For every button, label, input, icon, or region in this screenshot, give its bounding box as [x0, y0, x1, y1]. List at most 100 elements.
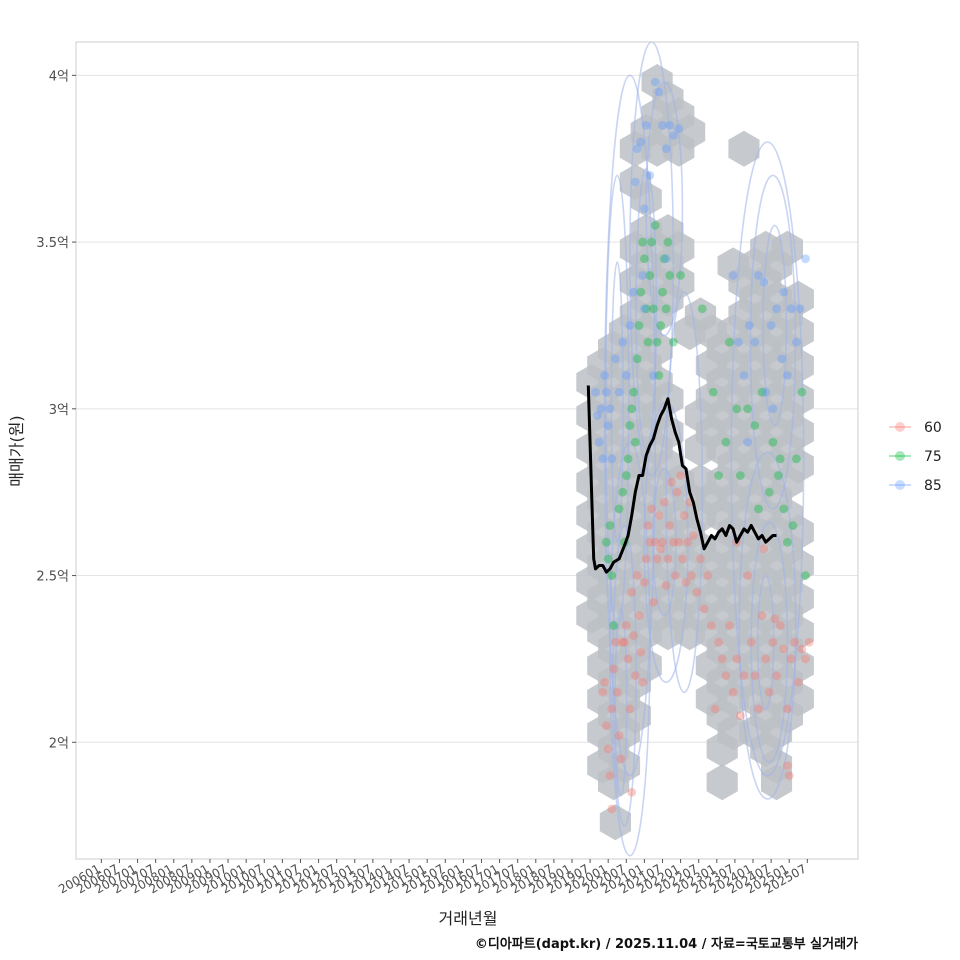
scatter-point-60 — [661, 581, 671, 590]
scatter-point-60 — [629, 631, 638, 640]
scatter-point-60 — [714, 637, 724, 647]
scatter-point-60 — [598, 687, 608, 697]
scatter-point-60 — [636, 647, 646, 657]
scatter-point-85 — [598, 454, 608, 464]
density-contour — [730, 141, 805, 777]
scatter-point-75 — [605, 521, 615, 530]
scatter-point-60 — [609, 664, 619, 674]
density-contour — [610, 261, 624, 544]
x-axis-title: 거래년월 — [439, 909, 498, 928]
scatter-point-75 — [623, 454, 633, 464]
scatter-point-85 — [639, 204, 649, 214]
scatter-point-60 — [668, 537, 678, 547]
scatter-point-75 — [625, 421, 635, 430]
scatter-point-60 — [663, 554, 673, 564]
scatter-point-60 — [658, 537, 667, 547]
scatter-point-85 — [611, 354, 620, 364]
scatter-point-75 — [629, 387, 638, 397]
y-tick-label: 3.5억 — [36, 236, 69, 251]
scatter-point-75 — [750, 421, 760, 430]
scatter-point-60 — [605, 771, 615, 781]
scatter-point-60 — [638, 677, 647, 687]
scatter-point-60 — [750, 671, 760, 680]
legend-key-point-60 — [895, 422, 905, 432]
scatter-point-85 — [665, 120, 675, 130]
scatter-point-60 — [735, 711, 745, 721]
scatter-point-85 — [801, 254, 810, 264]
scatter-point-60 — [801, 654, 810, 664]
scatter-point-75 — [668, 337, 678, 347]
scatter-point-75 — [708, 387, 718, 397]
moving-average-line — [586, 385, 777, 574]
scatter-point-60 — [641, 554, 651, 564]
scatter-point-85 — [630, 177, 640, 187]
density-contour — [651, 468, 677, 617]
scatter-point-75 — [779, 504, 789, 514]
scatter-point-60 — [688, 531, 698, 540]
y-tick-label: 2.5억 — [36, 570, 69, 585]
scatter-point-75 — [632, 354, 642, 364]
scatter-point-60 — [754, 704, 763, 714]
y-axis-title: 매매가(원) — [7, 415, 26, 486]
scatter-point-60 — [768, 637, 778, 647]
scatter-point-60 — [603, 744, 613, 754]
scatter-point-75 — [658, 287, 667, 297]
scatter-point-60 — [607, 804, 617, 814]
scatter-point-75 — [630, 437, 640, 447]
scatter-point-85 — [641, 120, 651, 130]
hexbin — [782, 380, 814, 417]
scatter-point-60 — [779, 644, 789, 654]
scatter-point-60 — [679, 511, 689, 520]
scatter-point-85 — [601, 387, 611, 397]
hexbin — [728, 130, 760, 167]
scatter-point-60 — [607, 704, 617, 714]
scatter-point-75 — [634, 321, 644, 330]
scatter-point-60 — [783, 761, 792, 771]
scatter-point-85 — [607, 454, 617, 464]
scatter-point-60 — [761, 654, 771, 664]
scatter-point-85 — [625, 321, 635, 330]
density-contour — [609, 441, 651, 857]
scatter-point-60 — [790, 637, 800, 647]
scatter-point-75 — [788, 521, 798, 530]
scatter-point-60 — [678, 554, 687, 564]
scatter-point-60 — [620, 637, 629, 647]
scatter-point-85 — [654, 87, 664, 97]
scatter-point-60 — [772, 671, 781, 680]
scatter-point-85 — [772, 304, 781, 314]
hexbin — [782, 647, 814, 684]
y-axis: 2억 2.5억 3억 3.5억 4억 — [36, 69, 76, 751]
scatter-point-85 — [645, 170, 655, 180]
scatter-point-85 — [636, 137, 646, 147]
scatter-point-75 — [649, 304, 658, 314]
legend-entry-75: 75 — [889, 449, 942, 465]
plot-panel-border — [75, 41, 859, 860]
scatter-point-75 — [601, 537, 611, 547]
scatter-point-75 — [643, 337, 653, 347]
scatter-point-60 — [656, 544, 666, 554]
scatter-point-60 — [650, 537, 660, 547]
scatter-point-60 — [797, 644, 807, 654]
scatter-point-85 — [754, 271, 763, 280]
density-contour — [603, 74, 657, 777]
scatter-point-60 — [670, 571, 680, 580]
scatter-point-75 — [775, 454, 785, 464]
scatter-point-75 — [641, 304, 651, 314]
scatter-point-60 — [775, 621, 785, 630]
scatter-point-75 — [650, 221, 660, 230]
scatter-point-85 — [603, 421, 613, 430]
density-contour — [665, 291, 704, 694]
hexbin — [782, 314, 814, 351]
scatter-point-85 — [600, 371, 609, 380]
scatter-point-85 — [621, 371, 631, 380]
scatter-point-85 — [639, 304, 649, 314]
legend-label-85: 85 — [924, 478, 942, 494]
scatter-point-60 — [616, 754, 626, 764]
hexbin — [782, 547, 814, 584]
scatter-point-60 — [601, 721, 611, 731]
scatter-point-60 — [706, 621, 716, 630]
scatter-point-75 — [656, 321, 666, 330]
scatter-point-60 — [643, 521, 653, 530]
scatter-point-60 — [725, 621, 734, 630]
density-contour — [762, 224, 788, 427]
